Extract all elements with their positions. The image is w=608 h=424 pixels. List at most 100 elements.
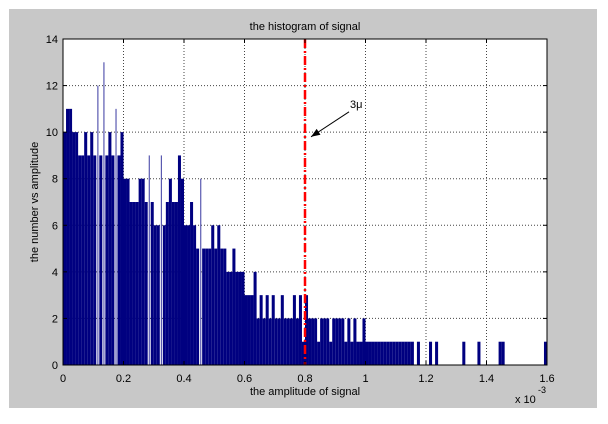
- histogram-bar: [395, 341, 399, 365]
- histogram-bar: [171, 202, 175, 365]
- histogram-bar: [69, 108, 73, 365]
- histogram-bar: [180, 178, 184, 365]
- histogram-bar: [81, 155, 85, 365]
- x-tick-label: 0.2: [116, 373, 131, 385]
- histogram-bar: [120, 132, 124, 365]
- histogram-bar: [105, 155, 109, 365]
- x-tick-label: 0.8: [297, 373, 312, 385]
- histogram-bar: [286, 318, 290, 365]
- histogram-bar: [115, 108, 117, 365]
- histogram-bar: [174, 202, 178, 365]
- x-tick-label: 1.4: [479, 373, 494, 385]
- histogram-bar: [416, 341, 420, 365]
- histogram-bar: [477, 341, 481, 365]
- histogram-bar: [193, 225, 197, 365]
- histogram-bar: [211, 225, 215, 365]
- histogram-bar: [223, 248, 227, 365]
- histogram-bar: [359, 341, 363, 365]
- histogram-bar: [435, 341, 439, 365]
- histogram-bar: [311, 318, 315, 365]
- y-tick-label: 4: [52, 267, 58, 279]
- histogram-bar: [200, 178, 202, 365]
- histogram-bar: [501, 341, 505, 365]
- histogram-bar: [326, 318, 330, 365]
- histogram-bar: [214, 248, 218, 365]
- y-tick-label: 2: [52, 313, 58, 325]
- histogram-bar: [247, 295, 251, 365]
- histogram-bar: [265, 295, 269, 365]
- histogram-bar: [84, 132, 88, 365]
- y-axis-label: the number vs amplitude: [29, 142, 41, 262]
- histogram-bar: [97, 85, 99, 366]
- histogram-bar: [298, 295, 302, 365]
- histogram-bar: [295, 318, 299, 365]
- histogram-bar: [350, 341, 354, 365]
- histogram-bar: [335, 318, 339, 365]
- histogram-bar: [462, 341, 466, 365]
- histogram-bar: [217, 225, 221, 365]
- histogram-bar: [401, 341, 405, 365]
- histogram-bar: [362, 318, 366, 365]
- histogram-bar: [141, 178, 145, 365]
- histogram-bar: [250, 295, 254, 365]
- y-tick-label: 0: [52, 360, 58, 372]
- histogram-bars: [63, 62, 547, 366]
- histogram-bar: [226, 271, 230, 365]
- histogram-bar: [99, 155, 103, 365]
- histogram-bar: [238, 271, 242, 365]
- ticks: 0 0.2 0.4 0.6 0.8 1 1.2 1.4 1.6 0 2 4 6 8 10 12 14: [46, 34, 555, 385]
- histogram-bar: [93, 155, 97, 365]
- histogram-bar: [150, 202, 154, 365]
- histogram-bar: [232, 248, 236, 365]
- histogram-bar: [259, 295, 263, 365]
- histogram-bar: [75, 132, 79, 365]
- histogram-bar: [229, 271, 233, 365]
- histogram-bar: [126, 178, 130, 365]
- x-axis-label: the amplitude of signal: [250, 386, 360, 398]
- histogram-bar: [72, 132, 76, 365]
- histogram-bar: [220, 248, 224, 365]
- x-tick-label: 1.2: [418, 373, 433, 385]
- histogram-bar: [208, 248, 212, 365]
- y-tick-label: 8: [52, 174, 58, 186]
- histogram-bar: [292, 295, 296, 365]
- histogram-bar: [144, 202, 148, 365]
- histogram-bar: [132, 202, 136, 365]
- histogram-bar: [380, 341, 384, 365]
- histogram-bar: [341, 318, 345, 365]
- histogram-bar: [398, 341, 402, 365]
- histogram-bar: [123, 178, 127, 365]
- histogram-bar: [187, 225, 191, 365]
- histogram-bar: [314, 318, 318, 365]
- histogram-bar: [108, 132, 112, 365]
- histogram-bar: [117, 155, 121, 365]
- annotation-text: 3μ: [350, 99, 362, 111]
- x-exponent-label: x 10: [515, 394, 536, 406]
- histogram-bar: [543, 341, 547, 365]
- histogram-bar: [177, 155, 181, 365]
- x-exponent: -3: [538, 385, 546, 395]
- histogram-bar: [386, 341, 390, 365]
- histogram-bar: [289, 318, 293, 365]
- histogram-bar: [280, 295, 284, 365]
- histogram-bar: [244, 295, 248, 365]
- histogram-bar: [329, 341, 333, 365]
- x-tick-label: 1: [362, 373, 368, 385]
- histogram-bar: [184, 225, 188, 365]
- histogram-bar: [90, 132, 94, 365]
- histogram-bar: [205, 248, 209, 365]
- histogram-bar: [371, 341, 375, 365]
- histogram-bar: [138, 178, 142, 365]
- histogram-bar: [274, 318, 278, 365]
- histogram-bar: [78, 155, 82, 365]
- histogram-bar: [156, 225, 160, 365]
- histogram-bar: [165, 202, 169, 365]
- histogram-bar: [347, 318, 351, 365]
- histogram-bar: [103, 62, 105, 366]
- y-tick-label: 10: [46, 127, 58, 139]
- histogram-bar: [168, 178, 172, 365]
- histogram-bar: [320, 318, 324, 365]
- histogram-bar: [368, 341, 372, 365]
- histogram-bar: [63, 132, 67, 365]
- histogram-bar: [392, 341, 396, 365]
